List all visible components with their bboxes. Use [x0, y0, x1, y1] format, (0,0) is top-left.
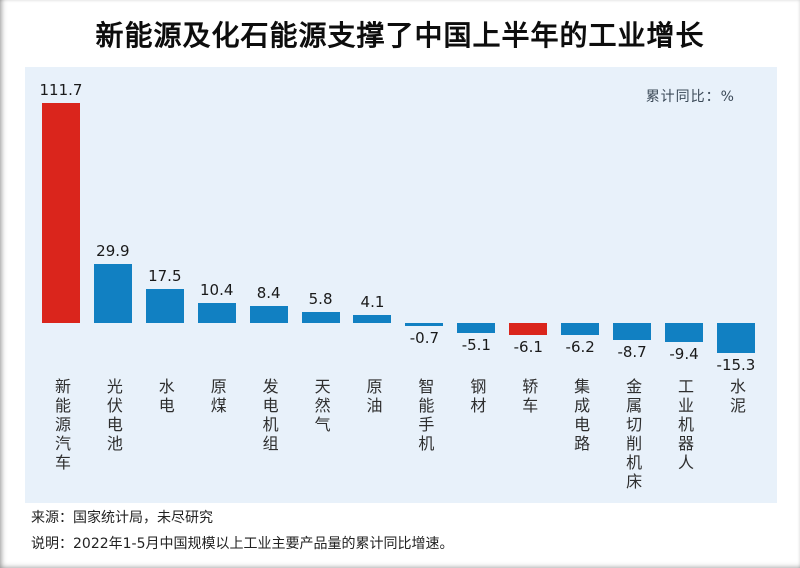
bar-negative	[509, 323, 548, 336]
category-label: 天然气	[311, 378, 331, 435]
bar-column: -8.7 金属切削机床	[606, 67, 658, 503]
chart-panel: 累计同比：% 111.7 新能源汽车 29.9 光伏电池 17.5 水电 10.4 原煤 8.4…	[25, 67, 777, 503]
category-label: 原煤	[207, 378, 227, 416]
category-label: 智能手机	[415, 378, 435, 454]
bar-value-label: 8.4	[256, 284, 281, 303]
bar-value-label: 10.4	[200, 280, 234, 299]
bar-value-label: -15.3	[716, 356, 756, 375]
bar-positive	[41, 102, 80, 323]
category-label: 光伏电池	[103, 378, 123, 454]
bar-value-label: -5.1	[461, 336, 491, 355]
bar-column: 10.4 原煤	[191, 67, 243, 503]
bar-positive	[249, 306, 288, 323]
chart-title: 新能源及化石能源支撑了中国上半年的工业增长	[95, 19, 705, 52]
bar-value-label: -6.1	[513, 338, 543, 357]
category-label: 水电	[155, 378, 175, 416]
bar-negative	[561, 323, 600, 336]
bar-negative	[405, 323, 444, 326]
bar-column: -0.7 智能手机	[398, 67, 450, 503]
bar-negative	[716, 323, 755, 354]
category-label: 发电机组	[259, 378, 279, 454]
bar-column: -15.3 水泥	[710, 67, 762, 503]
bar-negative	[613, 323, 652, 341]
category-label: 新能源汽车	[51, 378, 71, 473]
bar-value-label: 29.9	[96, 242, 130, 261]
bar-positive	[301, 311, 340, 323]
bar-value-label: -6.2	[565, 338, 595, 357]
bar-positive	[93, 264, 132, 323]
category-label: 水泥	[726, 378, 746, 416]
category-label: 原油	[363, 378, 383, 416]
bar-value-label: -9.4	[669, 344, 699, 363]
bar-column: -9.4 工业机器人	[658, 67, 710, 503]
bar-column: -6.2 集成电路	[554, 67, 606, 503]
source-line: 来源：国家统计局，未尽研究	[31, 510, 213, 526]
bar-column: 17.5 水电	[139, 67, 191, 503]
bar-column: 8.4 发电机组	[243, 67, 295, 503]
bar-column: -6.1 轿车	[502, 67, 554, 503]
unit-label: 累计同比：%	[645, 89, 735, 105]
bar-column: -5.1 钢材	[450, 67, 502, 503]
bar-positive	[197, 302, 236, 323]
bar-value-label: 111.7	[39, 80, 83, 99]
bar-value-label: 4.1	[360, 292, 385, 311]
bar-column: 4.1 原油	[347, 67, 399, 503]
bar-positive	[353, 314, 392, 323]
bar-value-label: -0.7	[409, 329, 440, 347]
category-label: 轿车	[519, 378, 539, 416]
footer: 来源：国家统计局，未尽研究 说明：2022年1-5月中国规模以上工业主要产品量的…	[31, 505, 454, 557]
note-line: 说明：2022年1-5月中国规模以上工业主要产品量的累计同比增速。	[31, 536, 454, 552]
bar-column: 5.8 天然气	[295, 67, 347, 503]
bar-positive	[145, 288, 184, 323]
category-label: 钢材	[467, 378, 487, 416]
category-label: 集成电路	[571, 378, 591, 454]
bar-column: 29.9 光伏电池	[87, 67, 139, 503]
category-label: 金属切削机床	[623, 378, 643, 492]
bar-column: 111.7 新能源汽车	[35, 67, 87, 503]
bar-value-label: 5.8	[308, 289, 333, 308]
bar-value-label: -8.7	[617, 343, 647, 362]
bar-negative	[457, 323, 496, 334]
category-label: 工业机器人	[675, 378, 695, 473]
bar-negative	[665, 323, 704, 342]
bar-value-label: 17.5	[148, 266, 182, 285]
bar-plot: 111.7 新能源汽车 29.9 光伏电池 17.5 水电 10.4 原煤 8.4 发电机组 5.8…	[25, 67, 777, 503]
